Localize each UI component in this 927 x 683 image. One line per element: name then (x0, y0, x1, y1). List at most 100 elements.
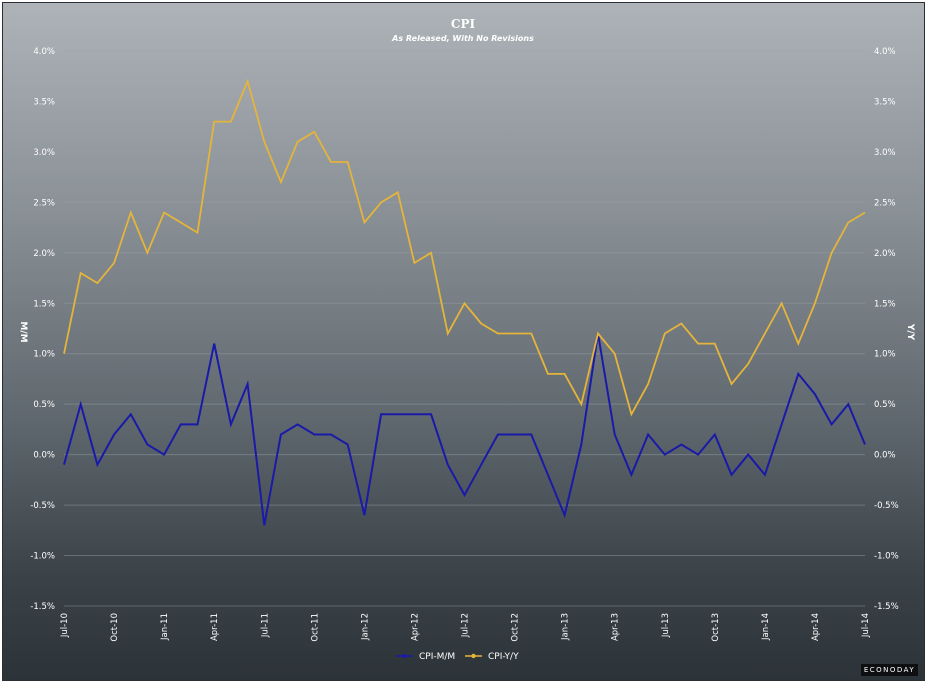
data-point-cpi-mm[interactable] (62, 463, 66, 467)
data-point-cpi-mm[interactable] (496, 433, 500, 437)
data-point-cpi-mm[interactable] (646, 433, 650, 437)
data-point-cpi-mm[interactable] (162, 453, 166, 457)
data-point-cpi-mm[interactable] (112, 433, 116, 437)
data-point-cpi-yy[interactable] (663, 332, 667, 336)
data-point-cpi-mm[interactable] (312, 433, 316, 437)
data-point-cpi-yy[interactable] (596, 332, 600, 336)
data-point-cpi-yy[interactable] (312, 130, 316, 134)
data-point-cpi-mm[interactable] (696, 453, 700, 457)
data-point-cpi-yy[interactable] (79, 271, 83, 275)
data-point-cpi-yy[interactable] (563, 372, 567, 376)
legend-item-mm[interactable]: CPI-M/M (396, 652, 455, 662)
data-point-cpi-mm[interactable] (262, 523, 266, 527)
data-point-cpi-mm[interactable] (563, 513, 567, 517)
data-point-cpi-yy[interactable] (679, 322, 683, 326)
data-point-cpi-mm[interactable] (346, 443, 350, 447)
data-point-cpi-yy[interactable] (713, 342, 717, 346)
data-point-cpi-yy[interactable] (246, 79, 250, 83)
data-point-cpi-yy[interactable] (379, 200, 383, 204)
data-point-cpi-mm[interactable] (763, 473, 767, 477)
data-point-cpi-yy[interactable] (696, 342, 700, 346)
data-point-cpi-yy[interactable] (613, 352, 617, 356)
data-point-cpi-mm[interactable] (79, 402, 83, 406)
data-point-cpi-mm[interactable] (463, 493, 467, 497)
data-point-cpi-yy[interactable] (479, 322, 483, 326)
data-point-cpi-yy[interactable] (496, 332, 500, 336)
data-point-cpi-mm[interactable] (196, 422, 200, 426)
data-point-cpi-yy[interactable] (196, 231, 200, 235)
data-point-cpi-yy[interactable] (813, 301, 817, 305)
data-point-cpi-yy[interactable] (796, 342, 800, 346)
data-point-cpi-mm[interactable] (145, 443, 149, 447)
data-point-cpi-yy[interactable] (446, 332, 450, 336)
data-point-cpi-yy[interactable] (863, 211, 867, 215)
data-point-cpi-mm[interactable] (813, 392, 817, 396)
data-point-cpi-yy[interactable] (646, 382, 650, 386)
data-point-cpi-yy[interactable] (346, 160, 350, 164)
data-point-cpi-yy[interactable] (279, 180, 283, 184)
data-point-cpi-mm[interactable] (613, 433, 617, 437)
data-point-cpi-yy[interactable] (763, 332, 767, 336)
data-point-cpi-mm[interactable] (663, 453, 667, 457)
data-point-cpi-yy[interactable] (329, 160, 333, 164)
data-point-cpi-yy[interactable] (162, 211, 166, 215)
data-point-cpi-yy[interactable] (362, 221, 366, 225)
data-point-cpi-mm[interactable] (796, 372, 800, 376)
data-point-cpi-mm[interactable] (429, 412, 433, 416)
data-point-cpi-mm[interactable] (129, 412, 133, 416)
data-point-cpi-mm[interactable] (579, 443, 583, 447)
data-point-cpi-mm[interactable] (679, 443, 683, 447)
data-point-cpi-yy[interactable] (229, 120, 233, 124)
data-point-cpi-mm[interactable] (229, 422, 233, 426)
data-point-cpi-mm[interactable] (529, 433, 533, 437)
data-point-cpi-mm[interactable] (95, 463, 99, 467)
data-point-cpi-yy[interactable] (396, 190, 400, 194)
data-point-cpi-yy[interactable] (62, 352, 66, 356)
data-point-cpi-mm[interactable] (296, 422, 300, 426)
data-point-cpi-mm[interactable] (279, 433, 283, 437)
data-point-cpi-mm[interactable] (246, 382, 250, 386)
data-point-cpi-yy[interactable] (579, 402, 583, 406)
data-point-cpi-mm[interactable] (863, 443, 867, 447)
data-point-cpi-mm[interactable] (713, 433, 717, 437)
data-point-cpi-yy[interactable] (546, 372, 550, 376)
data-point-cpi-yy[interactable] (429, 251, 433, 255)
data-point-cpi-mm[interactable] (362, 513, 366, 517)
data-point-cpi-mm[interactable] (179, 422, 183, 426)
data-point-cpi-mm[interactable] (780, 422, 784, 426)
data-point-cpi-yy[interactable] (730, 382, 734, 386)
data-point-cpi-mm[interactable] (830, 422, 834, 426)
data-point-cpi-mm[interactable] (479, 463, 483, 467)
data-point-cpi-mm[interactable] (396, 412, 400, 416)
data-point-cpi-yy[interactable] (463, 301, 467, 305)
data-point-cpi-yy[interactable] (780, 301, 784, 305)
data-point-cpi-mm[interactable] (379, 412, 383, 416)
data-point-cpi-mm[interactable] (212, 342, 216, 346)
data-point-cpi-yy[interactable] (846, 221, 850, 225)
data-point-cpi-yy[interactable] (412, 261, 416, 265)
series-lines (62, 78, 867, 527)
data-point-cpi-yy[interactable] (830, 251, 834, 255)
data-point-cpi-yy[interactable] (129, 211, 133, 215)
data-point-cpi-mm[interactable] (329, 433, 333, 437)
data-point-cpi-mm[interactable] (846, 402, 850, 406)
data-point-cpi-mm[interactable] (746, 453, 750, 457)
data-point-cpi-yy[interactable] (212, 120, 216, 124)
data-point-cpi-mm[interactable] (412, 412, 416, 416)
data-point-cpi-mm[interactable] (730, 473, 734, 477)
legend-item-yy[interactable]: CPI-Y/Y (465, 652, 519, 662)
data-point-cpi-yy[interactable] (746, 362, 750, 366)
data-point-cpi-yy[interactable] (629, 412, 633, 416)
data-point-cpi-yy[interactable] (296, 140, 300, 144)
data-point-cpi-yy[interactable] (262, 140, 266, 144)
data-point-cpi-mm[interactable] (446, 463, 450, 467)
data-point-cpi-yy[interactable] (513, 332, 517, 336)
data-point-cpi-yy[interactable] (112, 261, 116, 265)
data-point-cpi-yy[interactable] (529, 332, 533, 336)
data-point-cpi-mm[interactable] (513, 433, 517, 437)
data-point-cpi-mm[interactable] (629, 473, 633, 477)
data-point-cpi-yy[interactable] (95, 281, 99, 285)
data-point-cpi-yy[interactable] (145, 251, 149, 255)
data-point-cpi-yy[interactable] (179, 221, 183, 225)
data-point-cpi-mm[interactable] (546, 473, 550, 477)
